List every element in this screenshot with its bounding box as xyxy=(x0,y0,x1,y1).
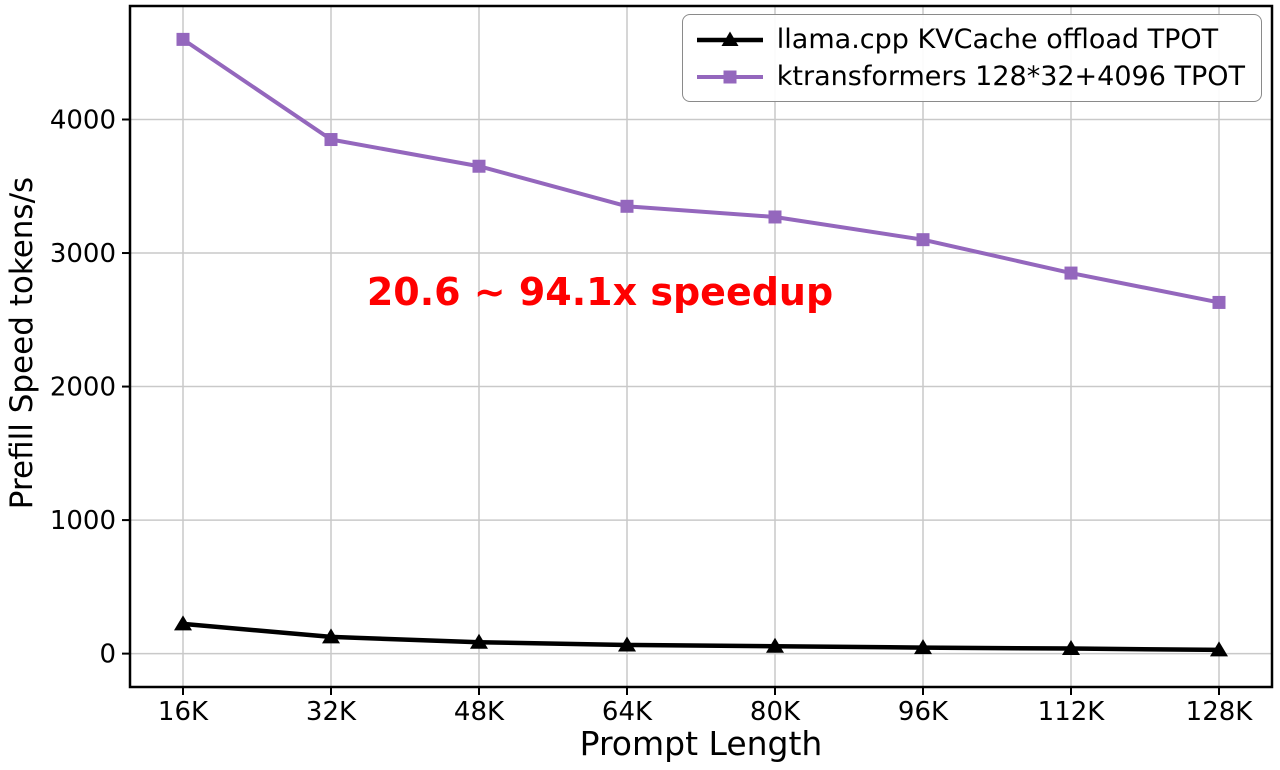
legend-item-ktransformers: ktransformers 128*32+4096 TPOT xyxy=(695,61,1245,92)
svg-text:0: 0 xyxy=(99,640,116,670)
triangle-marker-icon xyxy=(721,31,739,46)
legend-label-llamacpp: llama.cpp KVCache offload TPOT xyxy=(776,24,1219,55)
legend-label-ktransformers: ktransformers 128*32+4096 TPOT xyxy=(776,61,1245,92)
svg-text:4000: 4000 xyxy=(50,106,116,136)
svg-text:2000: 2000 xyxy=(50,373,116,403)
svg-text:3000: 3000 xyxy=(50,239,116,269)
svg-text:32K: 32K xyxy=(306,697,357,727)
svg-text:112K: 112K xyxy=(1038,697,1106,727)
svg-text:1000: 1000 xyxy=(50,506,116,536)
svg-text:64K: 64K xyxy=(602,697,653,727)
svg-text:16K: 16K xyxy=(158,697,209,727)
y-axis-label: Prefill Speed tokens/s xyxy=(4,176,40,510)
legend-sample-triangle-line xyxy=(696,31,763,46)
svg-text:80K: 80K xyxy=(750,697,801,727)
svg-text:96K: 96K xyxy=(898,697,949,727)
svg-text:128K: 128K xyxy=(1186,697,1254,727)
square-marker-icon xyxy=(723,70,737,83)
svg-text:48K: 48K xyxy=(454,697,505,727)
legend-sample-square-line xyxy=(696,70,763,83)
x-axis-label: Prompt Length xyxy=(579,724,823,763)
annotation: 20.6 ~ 94.1x speedup xyxy=(366,270,834,314)
legend: llama.cpp KVCache offload TPOT ktransfor… xyxy=(681,14,1262,102)
legend-item-llamacpp: llama.cpp KVCache offload TPOT xyxy=(695,24,1245,55)
